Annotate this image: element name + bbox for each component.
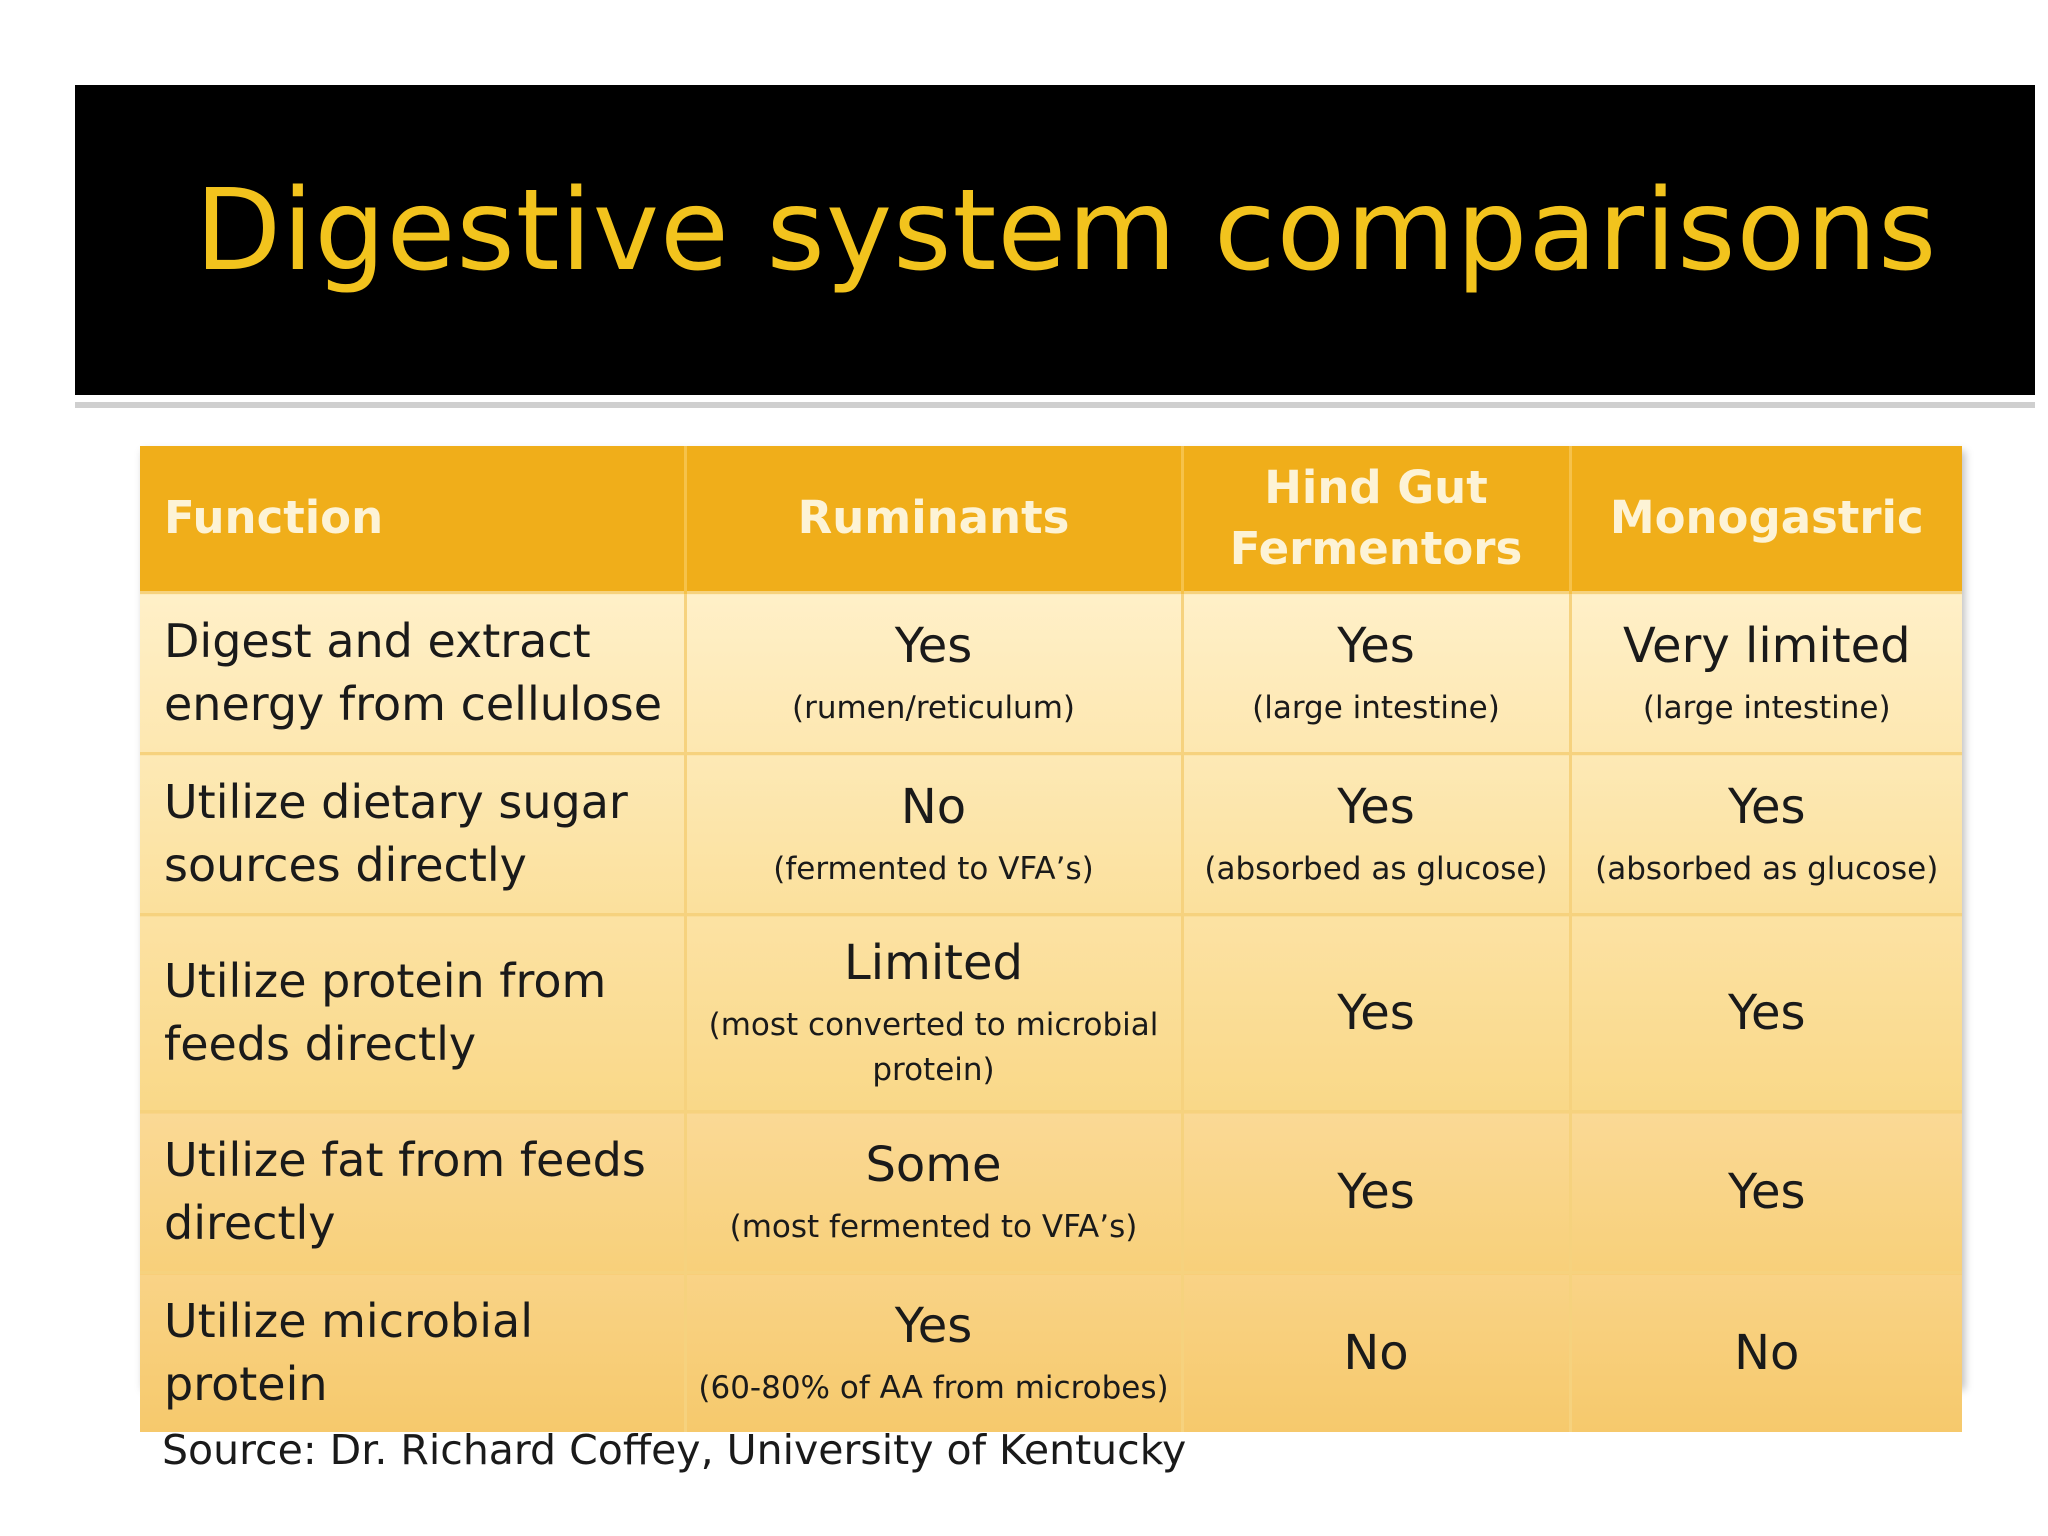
- table-row: Utilize microbial protein Yes (60-80% of …: [140, 1271, 1962, 1432]
- source-citation: Source: Dr. Richard Coffey, University o…: [162, 1426, 1187, 1474]
- function-label: Digest and extract energy from cellulose: [164, 613, 663, 731]
- slide-title: Digestive system comparisons: [195, 166, 1938, 296]
- cell-value: Yes: [1337, 617, 1415, 674]
- cell-value: Yes: [1337, 778, 1415, 835]
- cell-value: Yes: [1728, 985, 1806, 1041]
- cell-value: No: [900, 778, 967, 835]
- cell-value: Yes: [894, 617, 973, 674]
- cell-value: Limited: [844, 935, 1023, 992]
- ruminants-cell: No (fermented to VFA’s): [683, 752, 1182, 915]
- function-label: Utilize dietary sugar sources directly: [164, 774, 628, 892]
- cell-value: Yes: [1337, 985, 1415, 1041]
- ruminants-cell: Limited (most converted to microbial prot…: [683, 913, 1182, 1112]
- hind-gut-cell: Yes: [1180, 913, 1570, 1112]
- table-row: Digest and extract energy from cellulose…: [140, 591, 1962, 754]
- cell-note: (absorbed as glucose): [1204, 850, 1548, 887]
- ruminants-cell: Some (most fermented to VFA’s): [683, 1110, 1182, 1273]
- monogastric-cell: Yes (absorbed as glucose): [1568, 752, 1962, 915]
- monogastric-cell: Yes: [1568, 913, 1962, 1112]
- function-cell: Utilize protein from feeds directly: [140, 913, 685, 1112]
- function-label: Utilize fat from feeds directly: [164, 1132, 646, 1250]
- header-hind-gut-line1: Hind Gut: [1264, 460, 1488, 514]
- title-divider: [75, 402, 2035, 408]
- comparison-table: Function Ruminants Hind Gut Fermentors Mo…: [140, 446, 1962, 1432]
- function-label: Utilize protein from feeds directly: [164, 953, 607, 1071]
- cell-note: (rumen/reticulum): [792, 689, 1075, 726]
- cell-value: Very limited: [1622, 617, 1911, 674]
- function-cell: Digest and extract energy from cellulose: [140, 591, 685, 754]
- function-label: Utilize microbial protein: [164, 1293, 533, 1411]
- function-cell: Utilize microbial protein: [140, 1271, 685, 1432]
- ruminants-cell: Yes (rumen/reticulum): [683, 591, 1182, 754]
- table-row: Utilize protein from feeds directly Limi…: [140, 913, 1962, 1112]
- cell-note: (fermented to VFA’s): [773, 850, 1094, 887]
- cell-value: Some: [865, 1136, 1002, 1193]
- hind-gut-cell: No: [1180, 1271, 1570, 1432]
- cell-note: (large intestine): [1642, 689, 1891, 726]
- header-monogastric: Monogastric: [1568, 446, 1962, 593]
- hind-gut-cell: Yes (large intestine): [1180, 591, 1570, 754]
- cell-note: (most converted to microbial protein): [708, 1007, 1159, 1088]
- header-hind-gut-fermentors: Hind Gut Fermentors: [1180, 446, 1570, 593]
- header-ruminants: Ruminants: [683, 446, 1182, 593]
- cell-note: (most fermented to VFA’s): [729, 1208, 1138, 1245]
- ruminants-cell: Yes (60-80% of AA from microbes): [683, 1271, 1182, 1432]
- cell-value: Yes: [1337, 1164, 1415, 1220]
- monogastric-cell: Yes: [1568, 1110, 1962, 1273]
- cell-value: Yes: [1728, 1164, 1806, 1220]
- function-cell: Utilize dietary sugar sources directly: [140, 752, 685, 915]
- header-hind-gut-line2: Fermentors: [1229, 521, 1523, 575]
- cell-value: Yes: [894, 1297, 973, 1354]
- table-row: Utilize dietary sugar sources directly N…: [140, 752, 1962, 915]
- table-row: Utilize fat from feeds directly Some (mos…: [140, 1110, 1962, 1273]
- cell-value: Yes: [1728, 778, 1806, 835]
- monogastric-cell: Very limited (large intestine): [1568, 591, 1962, 754]
- cell-value: No: [1343, 1325, 1409, 1381]
- comparison-table-container: Function Ruminants Hind Gut Fermentors Mo…: [140, 446, 1962, 1432]
- hind-gut-cell: Yes (absorbed as glucose): [1180, 752, 1570, 915]
- table-header-row: Function Ruminants Hind Gut Fermentors Mo…: [140, 446, 1962, 593]
- cell-note: (absorbed as glucose): [1595, 850, 1939, 887]
- cell-note: (60-80% of AA from microbes): [698, 1369, 1169, 1406]
- header-function: Function: [140, 446, 685, 593]
- monogastric-cell: No: [1568, 1271, 1962, 1432]
- title-bar: Digestive system comparisons: [75, 85, 2035, 395]
- cell-note: (large intestine): [1252, 689, 1500, 726]
- cell-value: No: [1734, 1325, 1800, 1381]
- hind-gut-cell: Yes: [1180, 1110, 1570, 1273]
- function-cell: Utilize fat from feeds directly: [140, 1110, 685, 1273]
